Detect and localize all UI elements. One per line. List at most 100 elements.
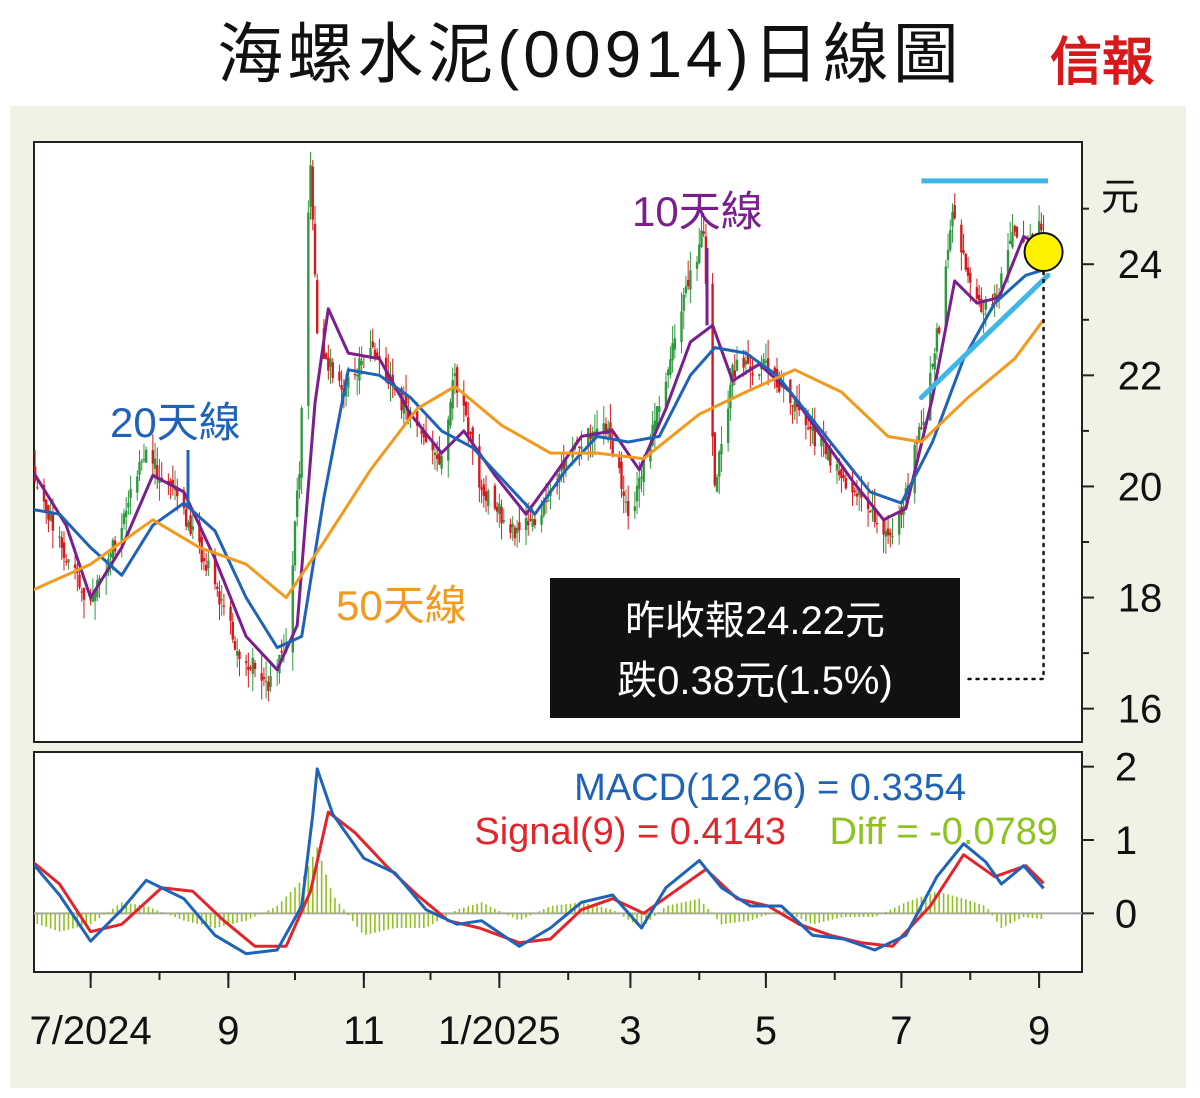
candle-down [482,484,486,496]
x-tick-label: 7 [890,1009,912,1053]
ma20-line [34,268,1045,650]
candle-up [731,364,734,386]
candle-up [344,387,348,397]
candle-down [45,499,48,511]
candle-up [487,490,490,507]
candle-down [829,448,832,466]
candle-up [682,294,685,311]
candle-down [471,427,474,447]
candle-down [1013,225,1016,232]
candle-up [453,373,457,376]
candle-down [937,327,941,333]
candle-up [120,527,123,545]
candle-down [773,367,776,376]
macd-y-tick-label: 1 [1115,819,1137,863]
candle-up [220,599,223,601]
candle-up [307,212,310,406]
candle-down [742,357,745,368]
candle-up [144,449,148,463]
candle-up [658,406,661,412]
x-tick-label: 9 [217,1009,239,1053]
candle-down [176,489,179,497]
candle-down [889,532,892,536]
candle-up [762,358,765,365]
candle-down [467,417,470,438]
candle-up [718,451,721,477]
candle-down [513,527,517,539]
candle-up [329,358,332,367]
ma10-line [34,234,1045,672]
candle-up [369,347,372,359]
candle-up [433,452,437,456]
annotation-box [550,578,960,718]
price-y-tick-label: 18 [1118,577,1163,621]
candle-down [713,432,717,486]
x-tick-label: 1/2025 [438,1009,560,1053]
candle-down [529,518,532,521]
candle-down [869,511,872,513]
candle-down [795,403,799,407]
x-tick-label: 9 [1028,1009,1050,1053]
candle-down [262,676,266,680]
ma50-label: 50天線 [336,582,467,629]
candle-down [527,521,530,526]
candle-down [686,279,690,287]
candle-up [984,298,988,310]
candle-down [853,490,856,492]
candle-down [860,493,863,498]
candle-down [589,434,592,439]
candle-up [531,518,534,527]
candle-up [946,249,950,260]
candle-down [244,661,248,663]
x-tick-label: 3 [619,1009,641,1053]
candle-up [684,286,688,294]
candle-down [851,482,854,493]
support-trendline [918,272,1051,401]
candle-down [886,528,890,536]
candle-up [666,369,670,376]
candle-down [791,405,794,407]
candle-up [1006,250,1010,279]
candle-down [842,475,845,478]
candle-down [969,272,972,283]
candle-down [478,446,481,488]
candle-up [580,446,583,449]
candle-up [949,229,952,251]
candle-down [34,463,35,469]
candle-down [353,373,357,376]
candle-down [371,341,374,348]
candle-up [560,466,563,472]
candle-down [375,352,379,360]
candle-up [700,230,703,247]
candle-up [540,515,543,525]
candle-up [664,381,668,408]
candle-up [929,372,932,421]
candle-down [620,461,623,490]
candle-up [124,510,128,518]
macd-line [34,767,1045,956]
candle-up [760,367,763,370]
candle-down [618,456,621,469]
candle-down [875,522,879,525]
candle-down [27,468,29,474]
candle-up [498,503,501,514]
candle-down [1015,226,1019,238]
candle-up [355,374,359,377]
candle-down [611,440,614,457]
candle-up [153,458,157,469]
candle-up [358,358,361,381]
candle-up [635,485,639,502]
candle-down [169,481,172,485]
last-close-marker [1023,232,1064,272]
candle-up [564,457,568,467]
candle-up [811,426,814,432]
candle-down [469,431,472,434]
candle-down [622,491,625,497]
candle-up [726,408,730,444]
candle-up [951,211,954,227]
candle-up [729,385,732,409]
candle-down [189,515,192,535]
ma10-label: 10天線 [632,188,763,235]
candle-up [793,400,796,412]
